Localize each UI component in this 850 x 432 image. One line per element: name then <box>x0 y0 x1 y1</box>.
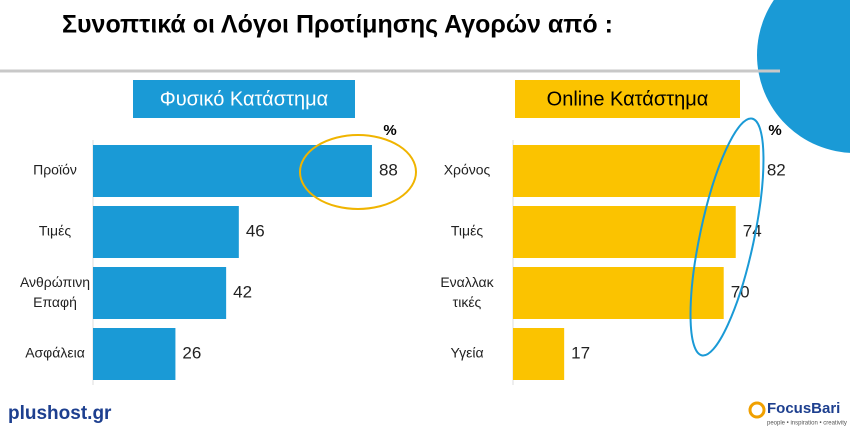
bar <box>93 267 227 319</box>
category-label: Τιμές <box>451 223 483 239</box>
category-label: Ασφάλεια <box>25 345 85 361</box>
unit-label: % <box>768 122 781 139</box>
bar <box>93 145 372 197</box>
chart-title: Online Κατάστημα <box>547 88 709 110</box>
category-label: Εναλλακ τικές <box>440 274 494 310</box>
logo-right: FocusBari <box>767 400 840 417</box>
value-label: 42 <box>233 282 252 301</box>
category-label: Χρόνος <box>444 162 491 178</box>
unit-label: % <box>383 122 396 139</box>
category-label: Ανθρώπινη Επαφή <box>20 274 90 310</box>
category-label: Προϊόν <box>33 162 77 178</box>
bar <box>513 145 760 197</box>
category-label: Υγεία <box>450 345 483 361</box>
value-label: 82 <box>767 160 786 179</box>
logo-icon <box>748 401 766 419</box>
bar <box>513 328 565 380</box>
chart-header-box <box>515 80 740 118</box>
bar <box>513 206 736 258</box>
chart-title: Φυσικό Κατάστημα <box>160 88 328 110</box>
value-label: 26 <box>182 343 201 362</box>
value-label: 88 <box>379 160 398 179</box>
category-label: Τιμές <box>39 223 71 239</box>
slide-title: Συνοπτικά οι Λόγοι Προτίμησης Αγορών από… <box>62 11 613 39</box>
bar <box>513 267 724 319</box>
highlight-ring <box>299 134 417 210</box>
logo-tagline: people • inspiration • creativity <box>767 421 847 427</box>
value-label: 46 <box>246 221 265 240</box>
decor-circle <box>757 0 850 153</box>
bar <box>93 328 176 380</box>
logo-left: plushost.gr <box>8 403 112 424</box>
bar <box>93 206 239 258</box>
highlight-ring <box>689 117 765 357</box>
chart-header-box <box>133 80 355 118</box>
value-label: 74 <box>743 221 762 240</box>
value-label: 17 <box>571 343 590 362</box>
